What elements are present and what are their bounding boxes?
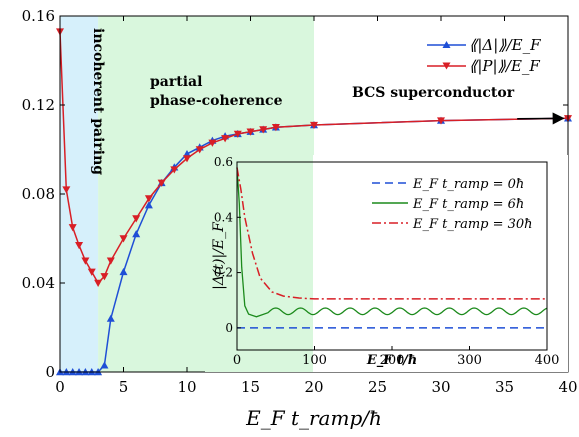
- y-tick-label-0: 0: [45, 363, 55, 381]
- inset-series-layer: [236, 167, 548, 329]
- data-point-1-15: [195, 146, 204, 154]
- legend-entry-delta: ⟪|Δ|⟫/E_F: [469, 36, 541, 54]
- data-point-1-12: [157, 179, 166, 187]
- inset-y-tick-label-2: 0.4: [214, 210, 233, 224]
- x-tick-label-3: 15: [241, 378, 260, 396]
- inset-x-tick-label-2: 200: [380, 353, 405, 368]
- data-point-1-16: [208, 139, 217, 147]
- data-point-1-17: [221, 135, 230, 143]
- x-tick-label-7: 35: [495, 378, 514, 396]
- region-label-phase-coherence: phase-coherence: [150, 93, 283, 109]
- main-legend: ⟪|Δ|⟫/E_F ⟪|P|⟫/E_F: [427, 36, 541, 75]
- inset-series-line-1: [236, 167, 548, 318]
- inset-legend-entry-1: E_F t_ramp = 6ħ: [412, 197, 524, 212]
- data-point-1-23: [437, 117, 445, 125]
- data-point-0-11: [144, 201, 153, 209]
- data-point-1-14: [183, 155, 191, 163]
- data-point-1-21: [271, 124, 280, 132]
- data-point-1-2: [68, 224, 77, 232]
- data-point-1-3: [75, 241, 84, 250]
- inset-legend-entry-2: E_F t_ramp = 30ħ: [412, 217, 533, 232]
- data-point-1-6: [94, 279, 103, 287]
- region-label-bcs: BCS superconductor: [352, 85, 515, 101]
- inset-green-overlay: [205, 155, 313, 372]
- legend-marker-p: [442, 62, 451, 70]
- y-tick-label-4: 0.16: [22, 7, 55, 25]
- y-tick-label-3: 0.12: [22, 96, 55, 114]
- x-tick-label-6: 30: [431, 378, 450, 396]
- inset-x-tick-label-3: 300: [457, 353, 482, 368]
- inset-axis-ticks: 0 100 200 300 400 0 0.2 0.4 0.6: [214, 155, 560, 368]
- data-point-1-5: [87, 268, 96, 276]
- inset-y-tick-label-0: 0: [225, 321, 233, 335]
- main-x-axis-label: E_F t_ramp/ħ: [245, 406, 382, 430]
- inset-x-tick-label-4: 400: [535, 353, 560, 368]
- data-point-1-11: [144, 195, 153, 203]
- data-point-0-8: [106, 314, 115, 322]
- x-tick-label-2: 10: [177, 378, 196, 396]
- y-tick-label-1: 0.04: [22, 274, 55, 292]
- data-point-0-7: [100, 361, 109, 369]
- inset-y-tick-label-1: 0.2: [214, 266, 233, 280]
- data-point-1-10: [132, 215, 141, 223]
- data-point-1-20: [259, 126, 268, 134]
- inset-x-tick-label-0: 0: [233, 353, 241, 368]
- y-tick-label-2: 0.08: [22, 185, 55, 203]
- legend-entry-p: ⟪|P|⟫/E_F: [469, 57, 540, 75]
- x-tick-label-1: 5: [119, 378, 129, 396]
- x-tick-label-4: 20: [304, 378, 323, 396]
- data-point-1-22: [310, 121, 318, 130]
- x-tick-label-5: 25: [368, 378, 387, 396]
- data-point-1-8: [106, 257, 115, 265]
- inset-y-tick-label-3: 0.6: [214, 155, 233, 169]
- x-tick-label-0: 0: [55, 378, 65, 396]
- data-point-0-10: [132, 230, 141, 238]
- inset-legend: E_F t_ramp = 0ħ E_F t_ramp = 6ħ E_F t_ra…: [372, 177, 533, 232]
- inset-y-axis-label: |Δ(t)|/E_F: [211, 221, 227, 290]
- data-point-0-9: [119, 267, 128, 276]
- data-point-1-13: [170, 166, 179, 174]
- data-point-1-7: [100, 273, 109, 281]
- data-point-1-4: [81, 257, 90, 265]
- data-point-1-1: [62, 186, 71, 194]
- inset-x-tick-label-1: 100: [302, 353, 327, 368]
- data-point-1-9: [119, 235, 128, 243]
- region-label-partial: partial: [150, 74, 202, 90]
- inset-legend-entry-0: E_F t_ramp = 0ħ: [412, 177, 524, 192]
- legend-marker-delta: [442, 41, 451, 48]
- region-label-incoherent: incoherent pairing: [90, 28, 106, 175]
- inset-series-line-2: [236, 167, 547, 300]
- x-tick-label-8: 40: [558, 378, 577, 396]
- inset-x-axis-label: E_F t/ħ: [366, 353, 417, 368]
- data-point-1-19: [246, 128, 255, 136]
- data-point-1-18: [233, 130, 242, 138]
